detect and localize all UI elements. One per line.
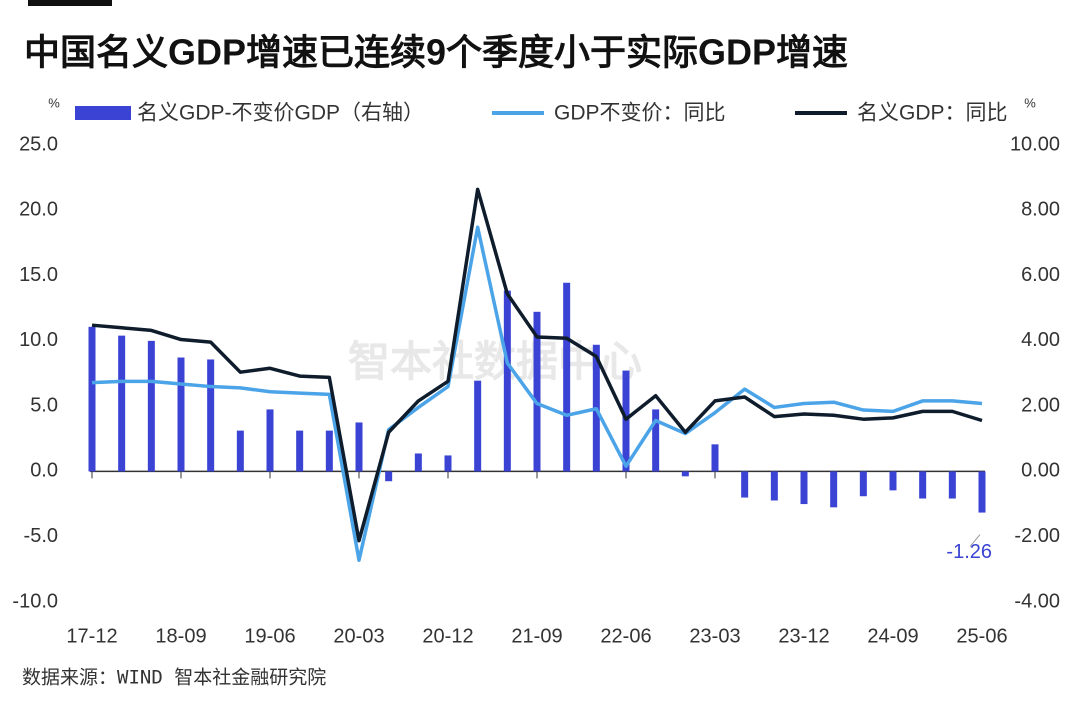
bar xyxy=(118,335,126,472)
data-label: -1.26 xyxy=(946,541,992,563)
y-tick-label: 10.0 xyxy=(19,329,58,351)
chart-title: 中国名义GDP增速已连续9个季度小于实际GDP增速 xyxy=(24,32,848,73)
y-tick-label: -10.0 xyxy=(12,590,58,612)
y2-tick-label: -2.00 xyxy=(1014,525,1060,547)
bar xyxy=(474,380,482,472)
bar xyxy=(830,471,838,508)
x-tick-label: 18-09 xyxy=(155,625,206,647)
bar xyxy=(236,430,244,472)
bar xyxy=(711,444,719,472)
bar xyxy=(770,471,778,501)
bar xyxy=(563,282,571,472)
x-tick-label: 20-03 xyxy=(333,625,384,647)
bar xyxy=(444,455,452,472)
y-tick-label: 15.0 xyxy=(19,264,58,286)
bar xyxy=(741,471,749,498)
y2-tick-label: 10.00 xyxy=(1010,133,1060,155)
title-accent xyxy=(28,0,112,6)
y-unit: % xyxy=(48,95,60,110)
bar xyxy=(533,311,541,472)
y2-tick-label: 2.00 xyxy=(1021,394,1060,416)
x-tick-label: 17-12 xyxy=(66,625,117,647)
y2-tick-label: 4.00 xyxy=(1021,329,1060,351)
bar xyxy=(652,409,660,472)
x-tick-label: 23-12 xyxy=(778,625,829,647)
bar xyxy=(919,471,927,499)
y-tick-label: -5.0 xyxy=(24,525,58,547)
legend-label: 名义GDP：同比 xyxy=(857,102,1008,125)
x-tick-label: 21-09 xyxy=(511,625,562,647)
bar xyxy=(978,471,986,513)
y2-tick-label: 6.00 xyxy=(1021,264,1060,286)
y2-tick-label: -4.00 xyxy=(1014,590,1060,612)
y2-tick-label: 8.00 xyxy=(1021,199,1060,221)
y-tick-label: 0.0 xyxy=(30,460,58,482)
y2-unit: % xyxy=(1024,95,1036,110)
x-tick-label: 22-06 xyxy=(600,625,651,647)
x-tick-label: 20-12 xyxy=(422,625,473,647)
bar xyxy=(207,359,215,472)
x-tick-label: 25-06 xyxy=(956,625,1007,647)
y-tick-label: 5.0 xyxy=(30,394,58,416)
bar xyxy=(325,430,333,472)
line xyxy=(91,187,983,543)
bar xyxy=(385,471,393,482)
x-tick-label: 23-03 xyxy=(689,625,740,647)
bar xyxy=(88,326,96,472)
bar xyxy=(266,409,274,472)
y2-tick-label: 0.00 xyxy=(1021,460,1060,482)
bar xyxy=(859,471,867,497)
legend-label: GDP不变价：同比 xyxy=(554,102,726,125)
bar xyxy=(889,471,897,491)
bar xyxy=(355,422,363,472)
y-tick-label: 25.0 xyxy=(19,133,58,155)
bar xyxy=(622,370,630,472)
legend-swatch xyxy=(75,106,131,120)
bar xyxy=(414,453,422,472)
line xyxy=(91,225,983,562)
x-tick-label: 19-06 xyxy=(244,625,295,647)
y-tick-label: 20.0 xyxy=(19,199,58,221)
x-tick-label: 24-09 xyxy=(867,625,918,647)
source: 数据来源：WIND 智本社金融研究院 xyxy=(22,667,326,689)
bar xyxy=(147,340,155,472)
legend-label: 名义GDP-不变价GDP（右轴） xyxy=(137,102,424,125)
bar xyxy=(948,471,956,499)
bar xyxy=(177,357,185,472)
bar xyxy=(681,471,689,477)
label-leader xyxy=(969,534,981,547)
bar xyxy=(800,471,808,505)
bar xyxy=(296,430,304,472)
bar xyxy=(503,290,511,472)
